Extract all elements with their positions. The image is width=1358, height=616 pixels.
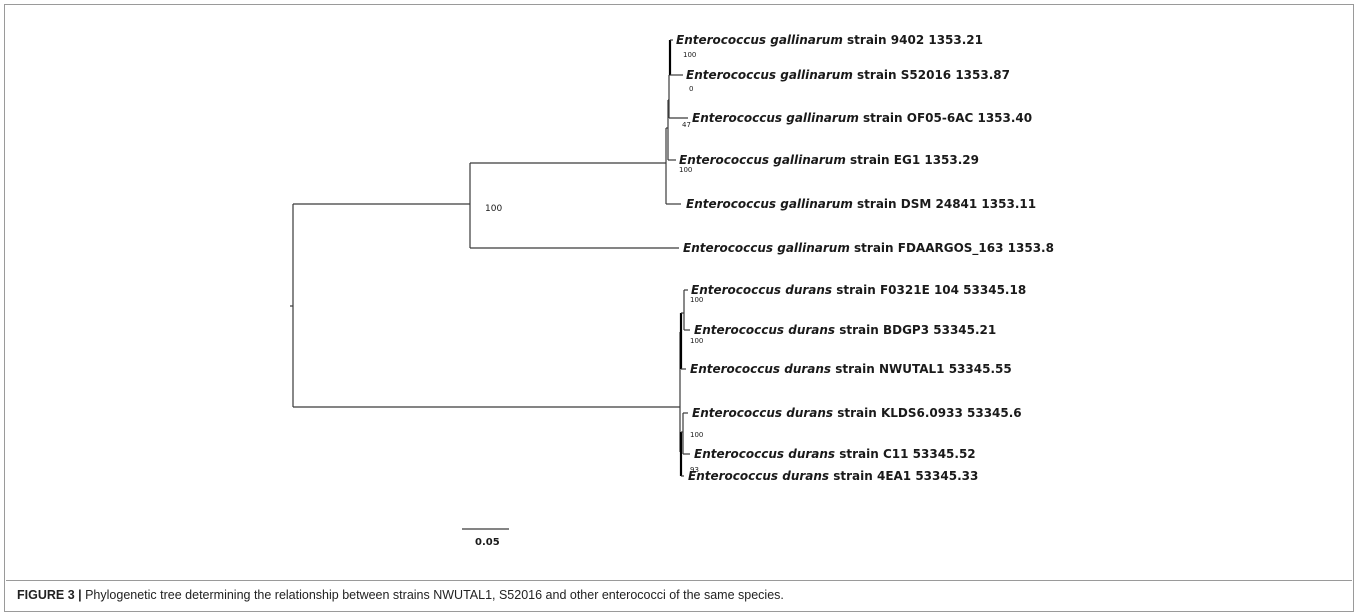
bootstrap-value: 47: [682, 121, 691, 129]
scale-bar: 0.05: [462, 528, 509, 548]
bootstrap-value: 100: [485, 204, 502, 214]
tip-label: Enterococcus durans strain F0321E 104 53…: [691, 283, 1026, 297]
figure-caption: FIGURE 3 | Phylogenetic tree determining…: [6, 580, 1352, 610]
figure-caption-label: FIGURE 3 |: [17, 588, 82, 602]
bootstrap-value: 0: [689, 85, 693, 93]
figure-caption-text: Phylogenetic tree determining the relati…: [81, 588, 784, 602]
bootstrap-values: 100 0 47 100 100 100 100 100 93: [485, 51, 703, 474]
tip-label: Enterococcus durans strain BDGP3 53345.2…: [694, 323, 996, 337]
figure-frame: [4, 4, 1354, 612]
tip-labels: Enterococcus gallinarum strain 9402 1353…: [676, 33, 1054, 483]
tree-branches: [290, 39, 690, 477]
tip-label: Enterococcus gallinarum strain OF05-6AC …: [692, 111, 1032, 125]
bootstrap-value: 100: [690, 296, 703, 304]
tip-label: Enterococcus gallinarum strain FDAARGOS_…: [683, 241, 1054, 256]
bootstrap-value: 93: [690, 466, 699, 474]
tip-label: Enterococcus durans strain 4EA1 53345.33: [688, 469, 978, 483]
scale-bar-label: 0.05: [475, 537, 500, 548]
tip-label: Enterococcus durans strain KLDS6.0933 53…: [692, 406, 1022, 420]
bootstrap-value: 100: [690, 337, 703, 345]
tip-label: Enterococcus gallinarum strain EG1 1353.…: [679, 153, 979, 167]
tip-label: Enterococcus gallinarum strain DSM 24841…: [686, 197, 1036, 211]
bootstrap-value: 100: [679, 166, 692, 174]
tip-label: Enterococcus durans strain NWUTAL1 53345…: [690, 362, 1012, 376]
tip-label: Enterococcus gallinarum strain S52016 13…: [686, 68, 1010, 82]
bootstrap-value: 100: [683, 51, 696, 59]
bootstrap-value: 100: [690, 431, 703, 439]
tip-label: Enterococcus durans strain C11 53345.52: [694, 447, 976, 461]
tip-label: Enterococcus gallinarum strain 9402 1353…: [676, 33, 983, 47]
